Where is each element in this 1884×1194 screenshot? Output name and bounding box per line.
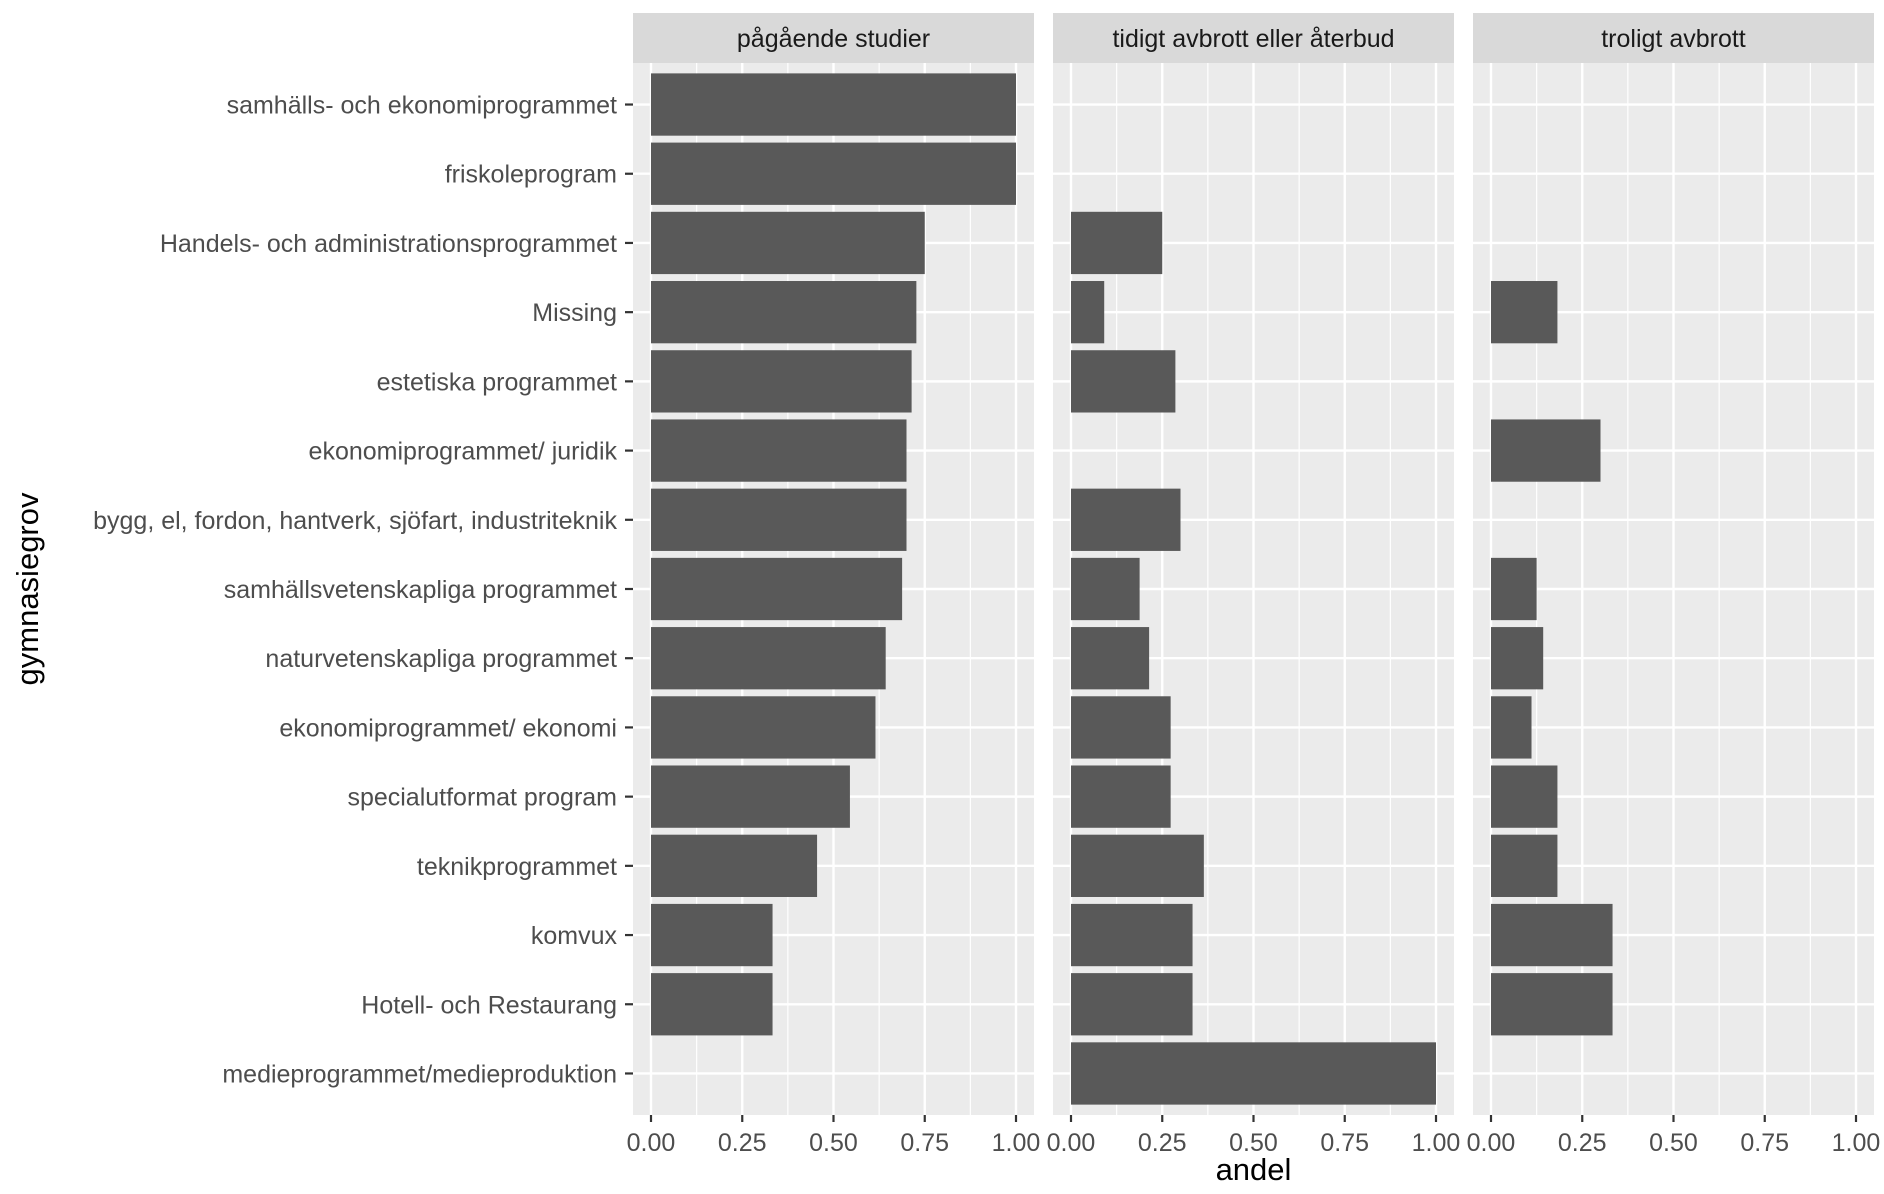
x-tick-label: 0.25 — [718, 1129, 767, 1157]
bar — [1491, 557, 1537, 621]
bar — [1491, 281, 1558, 344]
bar — [1071, 211, 1163, 275]
y-tick-label: medieprogrammet/medieproduktion — [222, 1060, 617, 1088]
bar — [651, 627, 886, 690]
bar — [1071, 696, 1171, 759]
bar — [1491, 696, 1532, 759]
bar — [1071, 350, 1176, 413]
bar — [651, 281, 917, 344]
facet-strip-label: pågående studier — [737, 25, 930, 53]
bar — [1071, 765, 1171, 828]
bar — [651, 903, 773, 967]
x-tick-label: 0.00 — [1047, 1129, 1096, 1157]
y-axis-title: gymnasiegrov — [10, 492, 45, 685]
x-tick-label: 0.75 — [900, 1129, 949, 1157]
x-tick-label: 0.50 — [809, 1129, 858, 1157]
bar — [1071, 281, 1105, 344]
bar — [1491, 627, 1544, 690]
facet-strip — [633, 13, 1034, 63]
bar — [1491, 834, 1558, 897]
y-tick-label: Hotell- och Restaurang — [361, 991, 617, 1019]
x-axis-title: andel — [1216, 1152, 1292, 1187]
bar — [651, 973, 773, 1036]
bar — [1071, 973, 1193, 1036]
x-tick-label: 0.75 — [1320, 1129, 1369, 1157]
bar — [1071, 834, 1204, 897]
bar — [1071, 627, 1150, 690]
bar — [651, 350, 912, 413]
bar — [1071, 903, 1193, 967]
bar — [1071, 488, 1181, 551]
bar — [651, 834, 818, 897]
y-tick-label: naturvetenskapliga programmet — [265, 645, 617, 673]
x-tick-label: 0.00 — [1467, 1129, 1516, 1157]
bar — [651, 73, 1016, 136]
x-tick-label: 0.00 — [627, 1129, 676, 1157]
y-tick-label: samhälls- och ekonomiprogrammet — [227, 92, 617, 120]
y-tick-label: ekonomiprogrammet/ juridik — [309, 438, 618, 466]
bar — [1071, 1042, 1436, 1105]
facet-strip-label: tidigt avbrott eller återbud — [1112, 25, 1394, 53]
y-tick-label: friskoleprogram — [445, 161, 617, 189]
bar — [1491, 903, 1613, 967]
y-tick-label: specialutformat program — [347, 784, 617, 812]
x-tick-label: 0.50 — [1649, 1129, 1698, 1157]
bar — [1071, 557, 1140, 621]
bar — [651, 557, 903, 621]
x-tick-label: 0.50 — [1229, 1129, 1278, 1157]
y-tick-label: Handels- och administrationsprogrammet — [160, 230, 617, 258]
bar — [651, 419, 907, 482]
y-tick-label: estetiska programmet — [377, 368, 617, 396]
x-tick-label: 1.00 — [1832, 1129, 1881, 1157]
facet-strip-label: troligt avbrott — [1601, 25, 1746, 53]
x-tick-label: 0.25 — [1138, 1129, 1187, 1157]
facet-strip — [1053, 13, 1454, 63]
bar — [1491, 419, 1601, 482]
x-tick-label: 1.00 — [1412, 1129, 1461, 1157]
bar — [651, 142, 1016, 205]
bar — [1491, 765, 1558, 828]
bar — [651, 696, 876, 759]
y-tick-label: bygg, el, fordon, hantverk, sjöfart, ind… — [93, 507, 617, 535]
y-tick-label: Missing — [532, 299, 617, 327]
bar — [651, 488, 907, 551]
y-tick-label: teknikprogrammet — [417, 853, 617, 881]
x-tick-label: 0.25 — [1558, 1129, 1607, 1157]
x-tick-label: 0.75 — [1740, 1129, 1789, 1157]
y-tick-label: ekonomiprogrammet/ ekonomi — [279, 714, 617, 742]
x-tick-label: 1.00 — [992, 1129, 1041, 1157]
y-tick-label: samhällsvetenskapliga programmet — [224, 576, 617, 604]
bar — [651, 211, 925, 275]
bar — [1491, 973, 1613, 1036]
bar — [651, 765, 850, 828]
facet-strip — [1473, 13, 1874, 63]
y-tick-label: komvux — [531, 922, 618, 950]
